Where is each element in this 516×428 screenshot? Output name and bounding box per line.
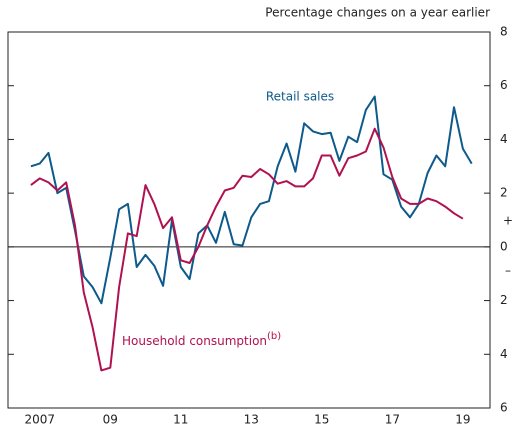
y-tick-label: 6 xyxy=(500,78,508,92)
sign-below: – xyxy=(505,264,511,278)
y-tick-label: 2 xyxy=(500,186,508,200)
legend-label: Retail sales xyxy=(266,90,334,104)
x-tick-label: 09 xyxy=(103,413,118,427)
legend-label: Household consumption xyxy=(122,334,267,348)
legend-label: Household consumption(b) xyxy=(122,331,281,348)
y-tick-label: 0 xyxy=(500,239,508,253)
y-tick-label: 4 xyxy=(500,132,508,146)
axis-title: Percentage changes on a year earlier xyxy=(265,6,490,20)
x-tick-label: 11 xyxy=(173,413,188,427)
series-line xyxy=(30,127,464,372)
x-tick-label: 13 xyxy=(244,413,259,427)
x-tick-label: 19 xyxy=(455,413,470,427)
legend-note: (b) xyxy=(267,331,281,342)
x-tick-label: 17 xyxy=(385,413,400,427)
sign-above: + xyxy=(503,214,513,228)
y-tick-label: 6 xyxy=(500,401,508,415)
y-tick-label: 8 xyxy=(500,25,508,39)
plot-frame xyxy=(7,31,491,409)
x-tick-label: 2007 xyxy=(24,413,55,427)
y-tick-label: 2 xyxy=(500,293,508,307)
series-line xyxy=(30,95,473,305)
y-tick-label: 4 xyxy=(500,347,508,361)
x-tick-label: 15 xyxy=(314,413,329,427)
